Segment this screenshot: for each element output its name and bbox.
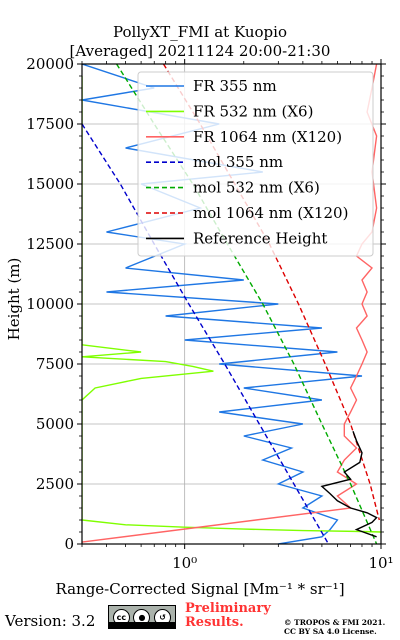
y-axis-label: Height (m)	[5, 257, 23, 341]
preliminary-line1: Preliminary	[185, 601, 271, 616]
y-tick-label: 5000	[36, 415, 74, 433]
series-line-mol532	[116, 64, 378, 544]
version-label: Version: 3.2	[5, 612, 96, 630]
series-line-fr532	[82, 76, 381, 533]
cc-by-sa-badge: cc ● ↺	[108, 605, 176, 629]
y-tick-label: 10000	[26, 295, 74, 313]
y-tick-label: 12500	[26, 235, 74, 253]
y-tick-label: 0	[64, 535, 74, 553]
y-tick-label: 15000	[26, 175, 74, 193]
y-tick-label: 7500	[36, 355, 74, 373]
preliminary-notice: Preliminary Results.	[185, 602, 271, 630]
legend-entry-fr1064: FR 1064 nm (X120)	[193, 128, 342, 146]
legend-entry-mol1064: mol 1064 nm (X120)	[193, 204, 348, 222]
copyright-line1: © TROPOS & FMI 2021.	[284, 618, 386, 627]
chart-title-line2: [Averaged] 20211124 20:00-21:30	[69, 42, 331, 60]
legend-box	[137, 71, 374, 257]
series-line-fr1064	[82, 64, 378, 543]
series-line-mol1064	[162, 64, 380, 521]
legend-entry-fr532: FR 532 nm (X6)	[193, 102, 313, 120]
preliminary-line2: Results.	[185, 615, 244, 630]
legend-entry-fr355: FR 355 nm	[193, 77, 277, 95]
legend-entry-mol532: mol 532 nm (X6)	[193, 179, 320, 197]
y-tick-label: 17500	[26, 115, 74, 133]
x-tick-label: 10¹	[368, 554, 393, 572]
series-line-mol355	[82, 123, 330, 544]
y-tick-label: 20000	[26, 55, 74, 73]
y-tick-label: 2500	[36, 475, 74, 493]
x-axis-label: Range-Corrected Signal [Mm⁻¹ * sr⁻¹]	[55, 580, 345, 598]
chart-title-line1: PollyXT_FMI at Kuopio	[113, 23, 287, 41]
legend-entry-mol355: mol 355 nm	[193, 153, 283, 171]
x-tick-label: 10⁰	[172, 554, 197, 572]
series-line-ref	[320, 430, 378, 538]
legend-entry-ref: Reference Height	[193, 229, 327, 247]
copyright-notice: © TROPOS & FMI 2021. CC BY SA 4.0 Licens…	[284, 618, 385, 636]
copyright-line2: CC BY SA 4.0 License.	[284, 627, 377, 636]
